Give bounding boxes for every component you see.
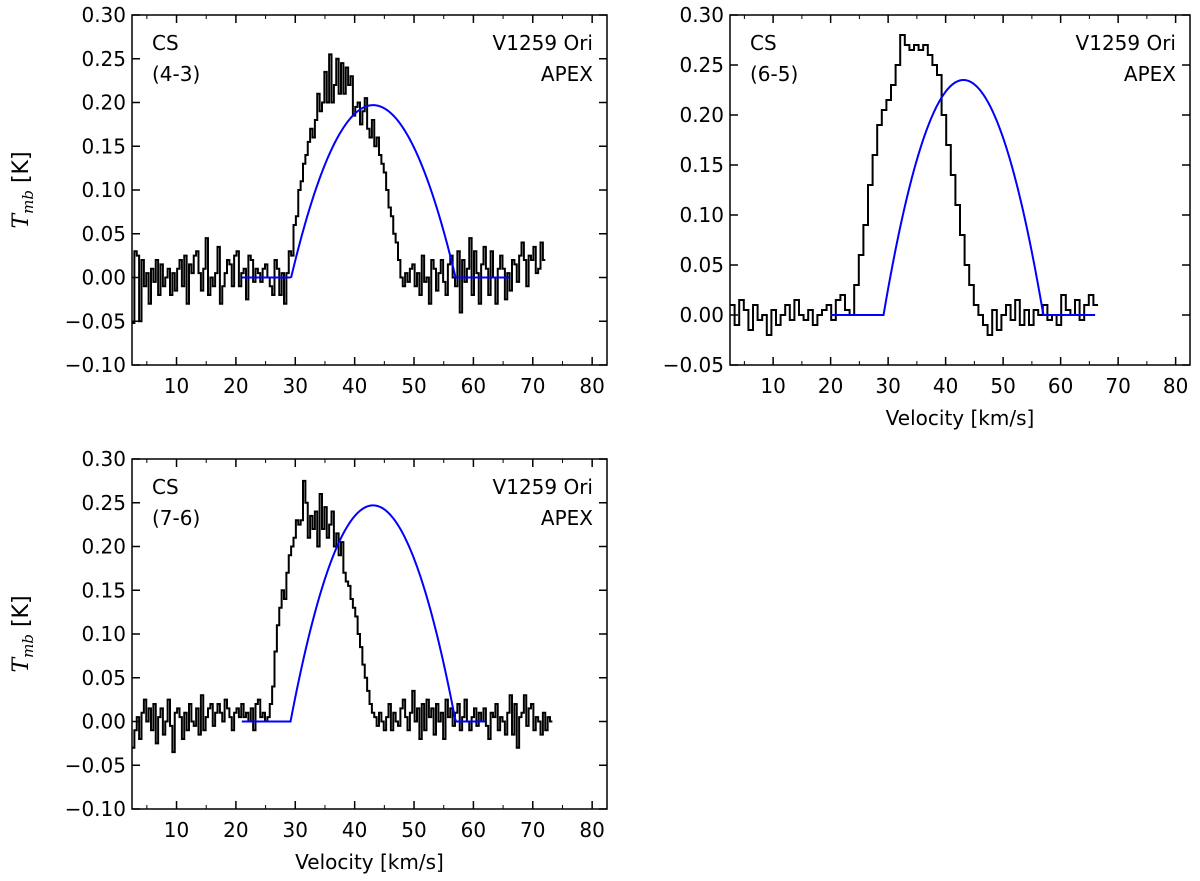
- y-tick-label: 0.15: [81, 134, 126, 158]
- transition-label: (4-3): [152, 62, 200, 86]
- y-tick-label: −0.10: [65, 353, 126, 377]
- x-axis-label: Velocity [km/s]: [886, 406, 1035, 430]
- y-tick-label: 0.00: [81, 710, 126, 734]
- y-tick-label: 0.25: [81, 491, 126, 515]
- x-tick-label: 80: [579, 374, 604, 398]
- panel-top-right: 10 20 30 40 50 60 70 80 −0.05 0.00 0.05 0.10 0.15 0.2…: [663, 3, 1191, 430]
- x-tick-label: 80: [579, 818, 604, 842]
- y-tick-label: 0.10: [81, 622, 126, 646]
- source-label: V1259 Ori: [493, 475, 593, 499]
- x-tick-label: 50: [990, 374, 1015, 398]
- x-tick-label: 10: [760, 374, 785, 398]
- y-tick-label: 0.30: [81, 3, 126, 27]
- x-tick-label: 20: [818, 374, 843, 398]
- x-tick-label: 10: [164, 374, 189, 398]
- x-tick-label: 60: [1048, 374, 1073, 398]
- y-tick-label: 0.00: [81, 266, 126, 290]
- y-tick-label: 0.20: [679, 103, 724, 127]
- y-tick-label: 0.05: [81, 666, 126, 690]
- y-tick-label: 0.25: [679, 53, 724, 77]
- y-tick-label: −0.10: [65, 797, 126, 821]
- fit-line: [241, 104, 510, 279]
- y-tick-label: 0.30: [81, 447, 126, 471]
- x-tick-label: 40: [342, 818, 367, 842]
- x-tick-label: 10: [164, 818, 189, 842]
- y-tick-label: 0.10: [679, 203, 724, 227]
- species-label: CS: [152, 31, 179, 55]
- y-tick-label: 0.10: [81, 178, 126, 202]
- telescope-label: APEX: [1124, 62, 1176, 86]
- axes-frame: [729, 14, 1191, 366]
- panel-top-left: 10 20 30 40 50 60 70 80 −0.10 −0.05 0.00 0.05 0.10 0.…: [9, 3, 608, 398]
- panel-bottom-left: 10 20 30 40 50 60 70 80 −0.10 −0.05 0.00 0.05 0.10 0.…: [9, 447, 608, 874]
- x-tick-label: 30: [283, 818, 308, 842]
- transition-label: (7-6): [152, 506, 200, 530]
- spectrum-step-line: [132, 53, 546, 324]
- source-label: V1259 Ori: [493, 31, 593, 55]
- y-tick-label: 0.15: [679, 153, 724, 177]
- axes-frame: [131, 14, 608, 366]
- y-tick-label: 0.20: [81, 535, 126, 559]
- y-tick-label: 0.00: [679, 303, 724, 327]
- x-tick-label: 40: [342, 374, 367, 398]
- x-tick-label: 70: [520, 818, 545, 842]
- y-axis-label: Tmb [K]: [9, 595, 37, 672]
- y-tick-label: 0.05: [81, 222, 126, 246]
- x-tick-label: 80: [1163, 374, 1188, 398]
- x-tick-label: 60: [461, 818, 486, 842]
- y-tick-label: 0.05: [679, 253, 724, 277]
- x-tick-label: 20: [223, 818, 248, 842]
- transition-label: (6-5): [750, 62, 798, 86]
- x-tick-label: 70: [1105, 374, 1130, 398]
- y-tick-label: 0.30: [679, 3, 724, 27]
- y-tick-label: −0.05: [65, 753, 126, 777]
- x-tick-label: 30: [283, 374, 308, 398]
- telescope-label: APEX: [541, 62, 593, 86]
- axes-frame: [131, 458, 608, 810]
- x-tick-label: 40: [933, 374, 958, 398]
- species-label: CS: [152, 475, 179, 499]
- y-axis-label: Tmb [K]: [9, 151, 37, 228]
- source-label: V1259 Ori: [1076, 31, 1176, 55]
- y-tick-label: 0.20: [81, 91, 126, 115]
- x-tick-label: 20: [223, 374, 248, 398]
- species-label: CS: [750, 31, 777, 55]
- x-tick-label: 60: [461, 374, 486, 398]
- fit-line: [830, 79, 1096, 316]
- y-tick-label: 0.15: [81, 578, 126, 602]
- y-tick-label: −0.05: [65, 309, 126, 333]
- fit-line: [241, 504, 486, 723]
- y-tick-label: −0.05: [663, 353, 724, 377]
- telescope-label: APEX: [541, 506, 593, 530]
- x-tick-label: 70: [520, 374, 545, 398]
- y-tick-label: 0.25: [81, 47, 126, 71]
- x-tick-label: 30: [875, 374, 900, 398]
- x-tick-label: 50: [401, 374, 426, 398]
- x-axis-label: Velocity [km/s]: [295, 850, 444, 874]
- spectrum-step-line: [730, 34, 1098, 336]
- x-tick-label: 50: [401, 818, 426, 842]
